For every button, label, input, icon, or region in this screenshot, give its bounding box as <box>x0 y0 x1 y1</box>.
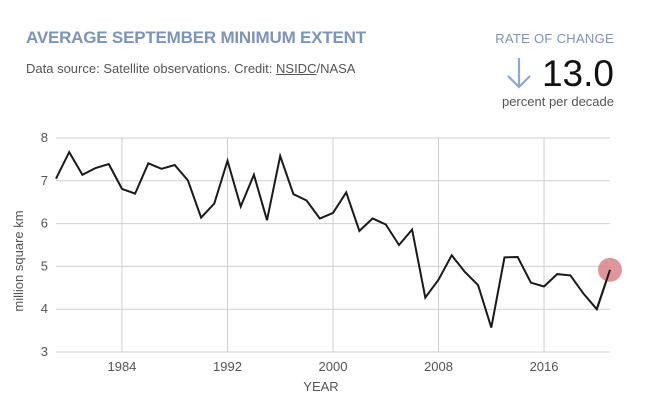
y-tick-label: 7 <box>41 173 48 188</box>
y-tick-label: 6 <box>41 216 48 231</box>
x-tick-label: 2000 <box>319 359 348 374</box>
rate-of-change-label: RATE OF CHANGE <box>495 31 614 46</box>
source-suffix: /NASA <box>316 61 356 76</box>
arrow-down-icon <box>507 58 531 89</box>
y-axis-label: million square km <box>11 210 26 311</box>
y-tick-label: 8 <box>41 130 48 145</box>
rate-of-change-unit: percent per decade <box>501 94 614 109</box>
data-source-credit: Data source: Satellite observations. Cre… <box>26 61 355 76</box>
x-tick-label: 1992 <box>213 359 242 374</box>
y-tick-label: 5 <box>41 258 48 273</box>
x-axis-ticks: 1984 1992 2000 2008 2016 <box>107 359 558 374</box>
rate-of-change-value: 13.0 <box>541 53 614 94</box>
y-tick-label: 4 <box>41 301 48 316</box>
x-tick-label: 2016 <box>530 359 559 374</box>
x-tick-label: 1984 <box>107 359 136 374</box>
chart-title: AVERAGE SEPTEMBER MINIMUM EXTENT <box>26 28 366 47</box>
y-axis-ticks: 3 4 5 6 7 8 <box>41 130 48 359</box>
series-line-tail <box>595 269 611 310</box>
source-prefix: Data source: Satellite observations. Cre… <box>26 61 277 76</box>
series-extent <box>55 149 622 328</box>
nsidc-link[interactable]: NSIDC <box>276 61 317 76</box>
x-axis-label: YEAR <box>303 379 338 394</box>
x-tick-label: 2008 <box>424 359 453 374</box>
series-line <box>55 149 611 328</box>
y-tick-label: 3 <box>41 344 48 359</box>
grid <box>56 137 610 353</box>
